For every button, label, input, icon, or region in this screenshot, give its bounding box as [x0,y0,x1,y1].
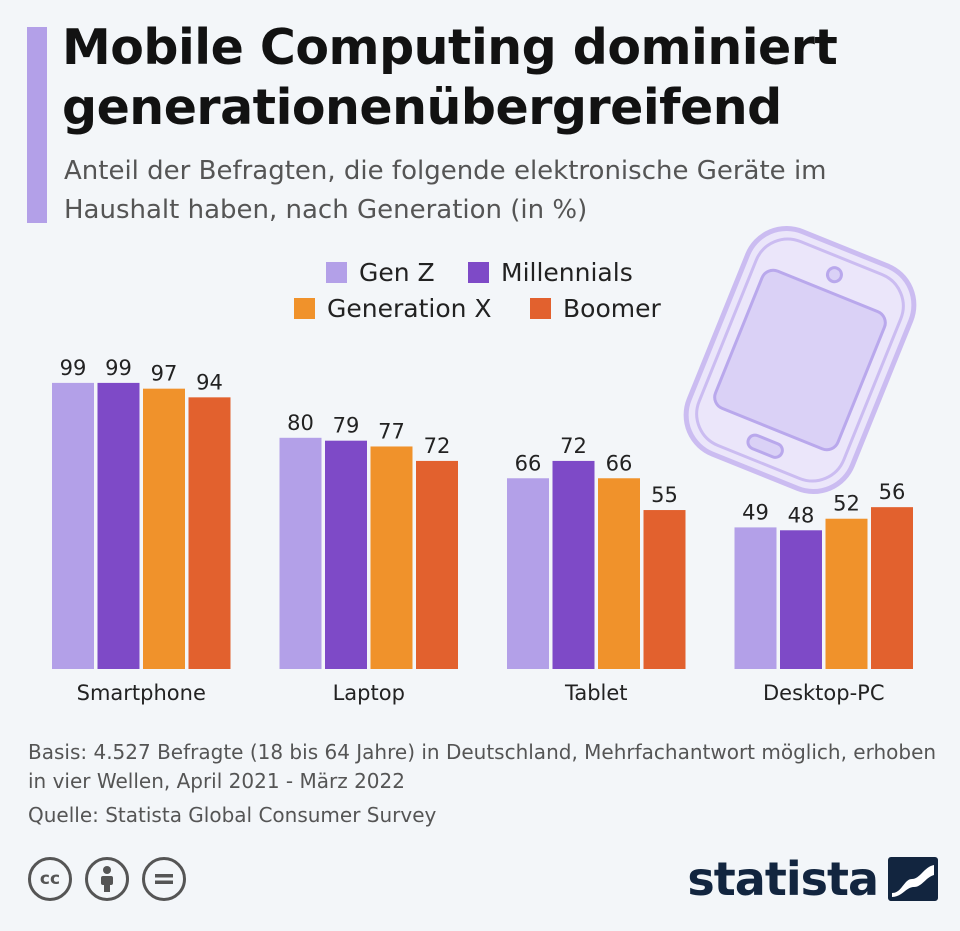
bar-tablet-generation-x [598,478,640,669]
bar-laptop-generation-x [370,446,413,669]
legend-swatch-boomer [530,298,551,319]
footnote: Basis: 4.527 Befragte (18 bis 64 Jahre) … [28,740,937,793]
bar-smartphone-generation-x [143,388,185,669]
license-icons: cc [28,857,186,901]
bar-smartphone-gen-z [52,382,94,669]
category-label-laptop: Laptop [333,681,405,705]
data-label-smartphone-millennials: 99 [105,356,132,380]
category-label-tablet: Tablet [564,681,628,705]
data-label-desktop-pc-boomer: 56 [879,480,906,504]
data-label-tablet-millennials: 72 [560,434,587,458]
statista-wordmark: statista [687,852,879,906]
legend-swatch-millennials [468,262,489,283]
bar-desktop-pc-gen-z [734,527,777,669]
source-note: Quelle: Statista Global Consumer Survey [28,803,437,827]
legend-item-generation-x: Generation X [294,294,492,323]
category-label-smartphone: Smartphone [77,681,206,705]
data-label-laptop-boomer: 72 [424,434,451,458]
legend-item-millennials: Millennials [468,258,633,287]
bar-desktop-pc-millennials [780,530,822,669]
bar-smartphone-boomer [188,397,231,669]
data-label-smartphone-boomer: 94 [196,370,223,394]
bar-smartphone-millennials [97,382,140,669]
bar-desktop-pc-boomer [871,507,913,669]
bar-laptop-gen-z [279,437,322,669]
category-label-desktop-pc: Desktop-PC [763,681,885,705]
data-label-smartphone-generation-x: 97 [151,362,178,386]
data-label-tablet-gen-z: 66 [515,451,542,475]
legend-label-millennials: Millennials [501,258,633,287]
legend-item-boomer: Boomer [530,294,661,323]
bar-tablet-millennials [552,460,595,669]
data-label-desktop-pc-generation-x: 52 [833,492,860,516]
bar-tablet-boomer [643,510,686,669]
data-label-laptop-generation-x: 77 [378,419,405,443]
by-attribution-icon[interactable] [85,857,129,901]
title-accent-bar [27,27,47,223]
statista-brand[interactable]: statista [687,852,938,906]
bar-laptop-millennials [325,440,367,669]
nd-equals-icon[interactable] [142,857,186,901]
legend-item-gen-z: Gen Z [326,258,435,287]
chart-subtitle: Anteil der Befragten, die folgende elekt… [64,156,827,225]
data-label-laptop-gen-z: 80 [287,411,314,435]
legend-label-gen-z: Gen Z [359,258,435,287]
bar-tablet-gen-z [507,478,549,669]
data-label-desktop-pc-gen-z: 49 [742,500,769,524]
chart-title: Mobile Computing dominiert generationenü… [62,19,838,136]
data-label-smartphone-gen-z: 99 [60,356,87,380]
bar-laptop-boomer [416,460,458,669]
legend: Gen Z Millennials Generation X Boomer [0,252,960,332]
bar-desktop-pc-generation-x [825,518,868,669]
legend-swatch-generation-x [294,298,315,319]
data-label-tablet-boomer: 55 [651,483,678,507]
data-label-desktop-pc-millennials: 48 [788,503,815,527]
data-label-tablet-generation-x: 66 [606,451,633,475]
data-label-laptop-millennials: 79 [333,414,360,438]
legend-label-generation-x: Generation X [327,294,492,323]
statista-logo-icon [888,857,938,901]
cc-icon[interactable]: cc [28,857,72,901]
legend-label-boomer: Boomer [563,294,661,323]
legend-swatch-gen-z [326,262,347,283]
